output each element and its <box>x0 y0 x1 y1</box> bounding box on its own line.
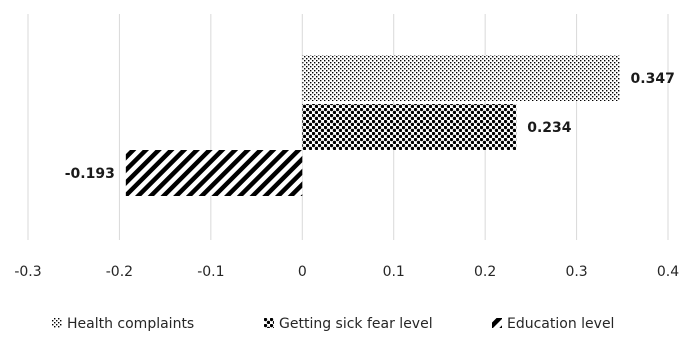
x-tick-label: 0.3 <box>565 264 587 280</box>
bars <box>125 55 620 196</box>
x-tick-label: 0 <box>298 264 307 280</box>
bar <box>125 150 303 196</box>
x-tick-label: -0.1 <box>197 264 224 280</box>
legend-label: Health complaints <box>67 316 194 332</box>
data-label: 0.234 <box>527 120 572 136</box>
legend-label: Getting sick fear level <box>279 316 433 332</box>
x-tick-label: 0.4 <box>657 264 679 280</box>
legend: Health complaints Getting sick fear level… <box>52 316 614 332</box>
data-labels: 0.347 0.234 -0.193 <box>65 71 675 182</box>
legend-label: Education level <box>507 316 614 332</box>
bar <box>302 55 620 101</box>
x-tick-label: -0.3 <box>14 264 41 280</box>
x-tick-label: -0.2 <box>106 264 133 280</box>
x-tick-label: 0.2 <box>474 264 496 280</box>
x-axis-ticks: -0.3 -0.2 -0.1 0 0.1 0.2 0.3 0.4 <box>14 264 679 280</box>
legend-swatch <box>264 318 274 328</box>
legend-swatch <box>52 318 62 328</box>
x-tick-label: 0.1 <box>383 264 405 280</box>
data-label: 0.347 <box>631 71 675 87</box>
data-label: -0.193 <box>65 166 115 182</box>
legend-swatch <box>492 318 502 328</box>
bar <box>302 104 517 150</box>
